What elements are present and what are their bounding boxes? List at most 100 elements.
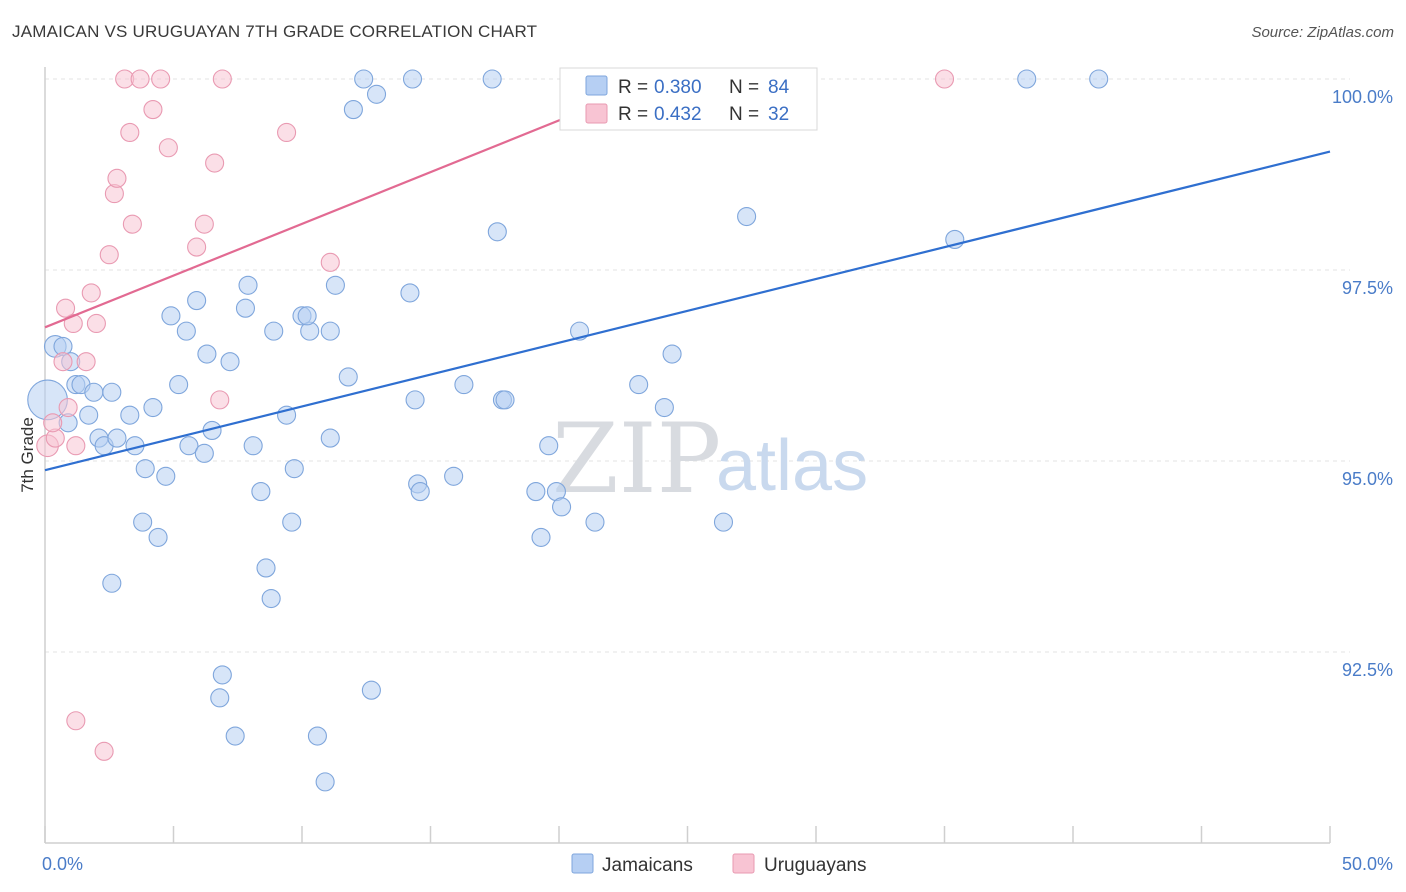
jamaicans-point-55 <box>539 436 559 456</box>
uruguayans-point-23 <box>210 390 230 410</box>
jamaicans-point-76 <box>315 772 335 792</box>
jamaicans-point-47 <box>410 482 430 502</box>
jamaicans-point-32 <box>282 512 302 532</box>
chart-title: JAMAICAN VS URUGUAYAN 7TH GRADE CORRELAT… <box>12 22 538 41</box>
jamaicans-point-28 <box>243 436 263 456</box>
jamaicans-point-10 <box>102 382 122 402</box>
jamaicans-point-38 <box>325 275 345 295</box>
jamaicans-point-42 <box>354 69 374 89</box>
uruguayans-swatch <box>585 103 608 124</box>
uruguayans-point-4 <box>63 313 83 334</box>
legend-jamaicans-label: Jamaicans <box>602 855 693 876</box>
jamaicans-point-45 <box>405 390 425 410</box>
jamaicans-point-37 <box>320 321 340 341</box>
grid-lines <box>45 78 1350 653</box>
jamaicans-point-78 <box>256 558 276 578</box>
r-value-2: 0.432 <box>654 104 702 125</box>
jamaicans-point-18 <box>179 436 199 456</box>
jamaicans-point-6 <box>79 405 99 425</box>
uruguayans-point-8 <box>81 283 101 303</box>
jamaicans-point-44 <box>400 283 420 303</box>
n-value-2: 32 <box>768 104 789 125</box>
y-tick-label-1: 97.5% <box>1342 278 1393 298</box>
jamaicans-point-23 <box>197 344 217 364</box>
r-label-1: R = <box>618 77 648 98</box>
jamaicans-point-29 <box>251 482 271 502</box>
jamaicans-point-60 <box>629 375 649 395</box>
legend-uruguayans-swatch <box>732 853 755 874</box>
y-tick-label-2: 95.0% <box>1342 469 1393 489</box>
x-tick-label-0: 0.0% <box>42 854 83 874</box>
source-label: Source: ZipAtlas.com <box>1251 24 1394 41</box>
uruguayans-point-6 <box>66 436 86 456</box>
jamaicans-point-75 <box>307 726 327 746</box>
uruguayans-point-30 <box>94 741 114 761</box>
jamaicans-point-39 <box>338 367 358 387</box>
jamaicans-point-72 <box>212 665 232 685</box>
jamaicans-point-26 <box>235 298 256 318</box>
jamaicans-point-80 <box>133 512 153 532</box>
jamaicans-point-50 <box>487 222 507 242</box>
jamaicans-point-74 <box>210 688 230 708</box>
uruguayans-point-21 <box>194 214 214 234</box>
jamaicans-point-21 <box>187 291 207 311</box>
jamaicans-point-59 <box>585 512 605 532</box>
data-points <box>27 69 1109 792</box>
y-tick-label-3: 92.5% <box>1342 660 1393 680</box>
jamaicans-point-25 <box>220 352 240 372</box>
jamaicans-point-61 <box>654 397 674 418</box>
jamaicans-point-77 <box>361 680 381 700</box>
jamaicans-point-49 <box>454 375 474 395</box>
uruguayans-point-28 <box>934 69 955 89</box>
uruguayans-point-17 <box>143 100 163 120</box>
watermark-atlas: atlas <box>716 426 868 506</box>
y-axis-title: 7th Grade <box>18 417 37 493</box>
jamaicans-point-41 <box>343 100 363 120</box>
jamaicans-point-43 <box>366 84 387 104</box>
uruguayans-point-7 <box>76 352 96 372</box>
n-label-2: N = <box>729 104 759 125</box>
jamaicans-point-70 <box>1089 69 1109 89</box>
watermark: ZIP atlas <box>552 403 868 515</box>
jamaicans-point-15 <box>143 397 163 418</box>
jamaicans-point-62 <box>662 344 682 364</box>
uruguayans-point-13 <box>120 122 140 143</box>
uruguayans-point-12 <box>107 168 127 188</box>
jamaicans-trend-line <box>44 150 1331 472</box>
uruguayans-point-24 <box>212 69 232 89</box>
trend-lines <box>44 77 1331 472</box>
legend-uruguayans-label: Uruguayans <box>764 855 866 876</box>
uruguayans-point-2 <box>53 352 73 372</box>
jamaicans-point-57 <box>552 497 572 517</box>
jamaicans-point-14 <box>135 459 155 479</box>
r-value-1: 0.380 <box>654 77 702 98</box>
jamaicans-point-73 <box>225 726 245 746</box>
legend-jamaicans-swatch <box>571 853 594 874</box>
series-legend: Jamaicans Uruguayans <box>571 853 866 876</box>
jamaicans-swatch <box>585 75 608 96</box>
jamaicans-point-63 <box>713 512 734 532</box>
uruguayans-point-19 <box>158 138 178 158</box>
jamaicans-point-20 <box>176 321 196 341</box>
r-label-2: R = <box>618 104 648 125</box>
jamaicans-point-52 <box>495 390 515 410</box>
n-label-1: N = <box>729 77 759 98</box>
x-tick-label-1: 50.0% <box>1342 854 1393 874</box>
uruguayans-point-18 <box>151 69 171 89</box>
jamaicans-point-54 <box>531 527 551 547</box>
jamaicans-point-11 <box>107 428 127 448</box>
jamaicans-point-79 <box>261 588 281 609</box>
jamaicans-point-69 <box>1017 69 1037 89</box>
jamaicans-point-71 <box>402 69 423 89</box>
uruguayans-point-3 <box>58 397 78 418</box>
uruguayans-point-29 <box>66 711 86 731</box>
uruguayans-point-10 <box>99 245 119 265</box>
tick-labels: 100.0% 97.5% 95.0% 92.5% 0.0% 50.0% <box>42 87 1393 874</box>
jamaicans-point-81 <box>148 527 168 547</box>
jamaicans-point-16 <box>156 466 176 486</box>
jamaicans-point-17 <box>169 375 189 395</box>
jamaicans-point-40 <box>320 428 340 448</box>
jamaicans-point-53 <box>526 482 546 502</box>
jamaicans-point-30 <box>264 321 284 341</box>
